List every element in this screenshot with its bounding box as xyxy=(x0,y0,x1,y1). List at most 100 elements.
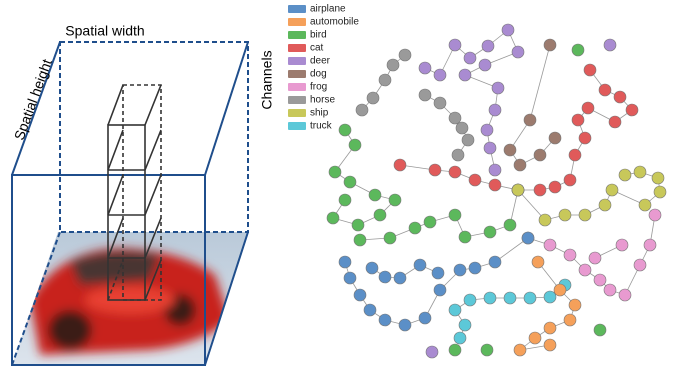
node xyxy=(384,232,396,244)
node xyxy=(489,179,501,191)
node xyxy=(572,44,584,56)
node xyxy=(639,199,651,211)
node xyxy=(449,166,461,178)
node xyxy=(469,174,481,186)
node xyxy=(434,97,446,109)
node xyxy=(339,194,351,206)
node xyxy=(502,24,514,36)
node xyxy=(449,39,461,51)
node xyxy=(454,264,466,276)
node xyxy=(479,59,491,71)
node xyxy=(344,272,356,284)
legend-swatch xyxy=(288,18,306,26)
node xyxy=(604,39,616,51)
node xyxy=(564,249,576,261)
node xyxy=(604,284,616,296)
node xyxy=(344,176,356,188)
class-graph xyxy=(327,24,666,358)
node xyxy=(539,214,551,226)
node xyxy=(554,284,566,296)
node xyxy=(626,104,638,116)
node xyxy=(652,172,664,184)
legend-label: cat xyxy=(310,43,324,54)
figure: Spatial width Spatial height Channels ai… xyxy=(0,0,679,379)
node xyxy=(414,259,426,271)
node xyxy=(544,339,556,351)
channels-label: Channels xyxy=(259,50,275,109)
legend-swatch xyxy=(288,70,306,78)
node xyxy=(394,272,406,284)
legend-label: automobile xyxy=(310,17,359,28)
legend: airplaneautomobilebirdcatdeerdogfroghors… xyxy=(288,4,359,132)
node xyxy=(449,304,461,316)
node xyxy=(544,39,556,51)
node xyxy=(434,69,446,81)
legend-swatch xyxy=(288,109,306,117)
node xyxy=(616,239,628,251)
node xyxy=(399,319,411,331)
node xyxy=(504,219,516,231)
node xyxy=(449,344,461,356)
legend-label: bird xyxy=(310,30,327,41)
node xyxy=(512,46,524,58)
width-label: Spatial width xyxy=(65,23,144,39)
node xyxy=(504,292,516,304)
node xyxy=(534,149,546,161)
node xyxy=(459,319,471,331)
node xyxy=(484,292,496,304)
node xyxy=(489,256,501,268)
legend-label: horse xyxy=(310,95,335,106)
node xyxy=(354,289,366,301)
legend-label: frog xyxy=(310,82,327,93)
node xyxy=(379,74,391,86)
node xyxy=(504,144,516,156)
height-label: Spatial height xyxy=(11,57,55,142)
node xyxy=(429,164,441,176)
node xyxy=(432,267,444,279)
node xyxy=(619,289,631,301)
node xyxy=(579,264,591,276)
node xyxy=(327,212,339,224)
node xyxy=(419,312,431,324)
legend-label: dog xyxy=(310,69,327,80)
node xyxy=(512,184,524,196)
node xyxy=(579,209,591,221)
node xyxy=(654,186,666,198)
node xyxy=(356,104,368,116)
node xyxy=(634,166,646,178)
node xyxy=(481,124,493,136)
node xyxy=(424,216,436,228)
legend-swatch xyxy=(288,5,306,13)
node xyxy=(579,132,591,144)
node xyxy=(459,69,471,81)
node xyxy=(594,324,606,336)
node xyxy=(394,159,406,171)
node xyxy=(369,189,381,201)
node xyxy=(524,292,536,304)
legend-swatch xyxy=(288,31,306,39)
node xyxy=(426,346,438,358)
node xyxy=(419,62,431,74)
node xyxy=(354,234,366,246)
node xyxy=(454,332,466,344)
node xyxy=(389,194,401,206)
node xyxy=(399,49,411,61)
node xyxy=(339,124,351,136)
node xyxy=(594,274,606,286)
node xyxy=(569,299,581,311)
node xyxy=(572,114,584,126)
node xyxy=(409,222,421,234)
node xyxy=(544,291,556,303)
node xyxy=(529,332,541,344)
node xyxy=(329,166,341,178)
node xyxy=(549,181,561,193)
node xyxy=(492,82,504,94)
node xyxy=(522,232,534,244)
legend-swatch xyxy=(288,44,306,52)
node xyxy=(514,344,526,356)
node xyxy=(489,164,501,176)
node xyxy=(469,262,481,274)
node xyxy=(564,314,576,326)
legend-label: deer xyxy=(310,56,331,67)
node xyxy=(599,84,611,96)
